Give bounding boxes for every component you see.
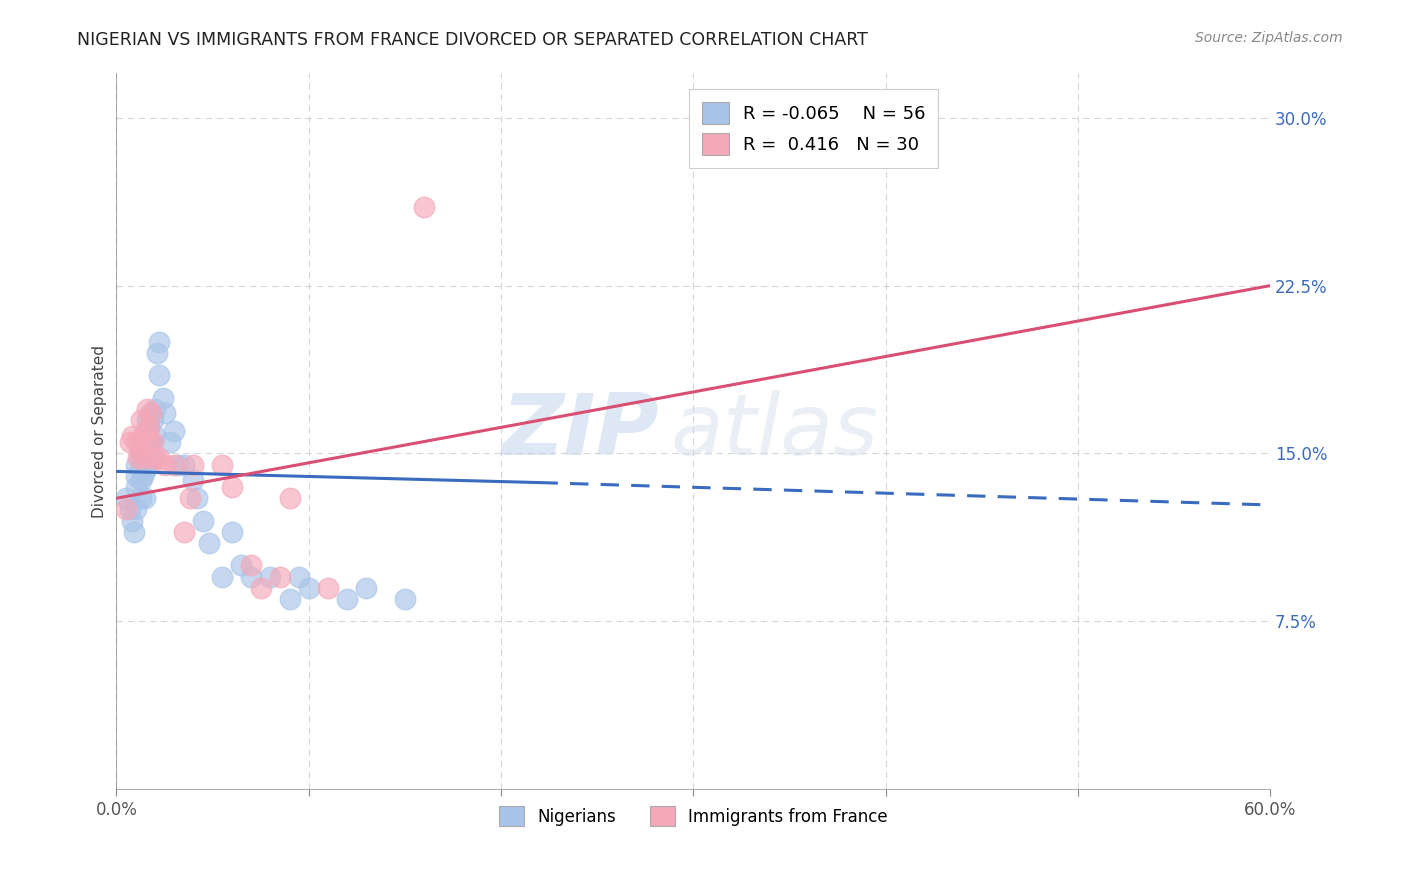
Point [115, 502, 138, 516]
Point [152, 391, 174, 405]
Point [259, 569, 281, 583]
Point [153, 458, 176, 472]
Point [211, 458, 233, 472]
Point [128, 446, 150, 460]
Point [179, 491, 201, 506]
Point [131, 458, 153, 472]
Point [336, 591, 359, 606]
Point [191, 514, 214, 528]
Point [134, 450, 156, 465]
Point [128, 446, 150, 460]
Point [298, 581, 321, 595]
Point [138, 419, 160, 434]
Point [186, 491, 208, 506]
Point [231, 558, 253, 573]
Point [138, 435, 160, 450]
Point [125, 502, 148, 516]
Point [143, 450, 166, 465]
Point [148, 450, 170, 465]
Point [142, 413, 165, 427]
Point [138, 458, 160, 472]
Point [183, 473, 205, 487]
Point [122, 524, 145, 539]
Point [173, 524, 195, 539]
Point [125, 435, 148, 450]
Point [118, 502, 141, 516]
Point [142, 435, 165, 450]
Point [278, 591, 301, 606]
Point [132, 428, 155, 442]
Point [121, 428, 143, 442]
Point [134, 424, 156, 438]
Point [138, 419, 160, 434]
Point [316, 581, 339, 595]
Point [121, 514, 143, 528]
Point [115, 491, 138, 506]
Point [198, 536, 221, 550]
Point [240, 569, 263, 583]
Point [125, 468, 148, 483]
Point [167, 458, 190, 472]
Point [132, 468, 155, 483]
Point [211, 569, 233, 583]
Point [163, 424, 186, 438]
Legend: Nigerians, Immigrants from France: Nigerians, Immigrants from France [491, 797, 896, 835]
Point [125, 480, 148, 494]
Point [132, 450, 155, 465]
Text: ZIP: ZIP [501, 390, 659, 473]
Point [136, 428, 159, 442]
Point [159, 435, 181, 450]
Point [153, 406, 176, 420]
Point [136, 458, 159, 472]
Point [249, 581, 271, 595]
Point [183, 458, 205, 472]
Point [148, 368, 170, 383]
Point [288, 569, 311, 583]
Point [143, 401, 166, 416]
Point [134, 450, 156, 465]
Point [139, 406, 162, 420]
Point [131, 491, 153, 506]
Point [269, 569, 291, 583]
Point [240, 558, 263, 573]
Point [131, 473, 153, 487]
Point [136, 401, 159, 416]
Point [125, 458, 148, 472]
Point [146, 345, 169, 359]
Point [221, 524, 243, 539]
Y-axis label: Divorced or Separated: Divorced or Separated [93, 344, 107, 517]
Point [134, 491, 156, 506]
Point [127, 450, 149, 465]
Point [413, 200, 436, 214]
Point [139, 406, 162, 420]
Point [163, 458, 186, 472]
Point [173, 458, 195, 472]
Point [136, 413, 159, 427]
Point [221, 480, 243, 494]
Point [136, 424, 159, 438]
Point [131, 413, 153, 427]
Text: atlas: atlas [671, 390, 879, 473]
Point [143, 428, 166, 442]
Point [138, 435, 160, 450]
Point [356, 581, 378, 595]
Text: NIGERIAN VS IMMIGRANTS FROM FRANCE DIVORCED OR SEPARATED CORRELATION CHART: NIGERIAN VS IMMIGRANTS FROM FRANCE DIVOR… [77, 31, 869, 49]
Point [134, 435, 156, 450]
Point [128, 435, 150, 450]
Point [142, 450, 165, 465]
Point [148, 334, 170, 349]
Text: Source: ZipAtlas.com: Source: ZipAtlas.com [1195, 31, 1343, 45]
Point [118, 435, 141, 450]
Point [278, 491, 301, 506]
Point [139, 435, 162, 450]
Point [134, 464, 156, 478]
Point [394, 591, 416, 606]
